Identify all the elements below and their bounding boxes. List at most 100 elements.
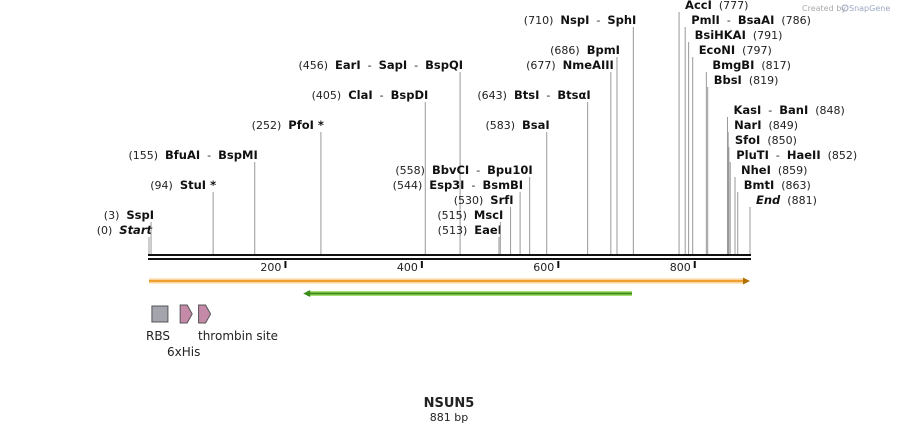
site-name: BfuAI [165,148,200,162]
site-position: (252) [252,119,282,132]
site-stui[interactable]: (94) StuI * [150,178,216,255]
site-position: (94) [150,179,173,192]
site-name: BsiHKAI [695,28,746,42]
site-position: (515) [437,209,467,222]
site-sspi[interactable]: (3) SspI [104,208,154,255]
site-position: (155) [128,149,158,162]
credit-prefix: Created by [802,4,846,13]
site-name: BmtI [744,178,775,192]
site-sfoi[interactable]: SfoI (850) [728,133,797,255]
site-name: EarI [335,58,361,72]
orf-arrow[interactable] [149,277,750,285]
features: RBS 6xHis thrombin site [146,277,750,359]
site-position: (3) [104,209,120,222]
site-position: (850) [767,134,797,147]
site-separator: - [727,14,731,27]
feature-thrombin[interactable]: thrombin site [198,304,278,343]
site-eaei[interactable]: (513) EaeI [438,223,502,255]
restriction-sites: (0) Start(3) SspI(94) StuI *(155) BfuAI - BspM… [97,0,857,255]
site-name: BtsαI [557,88,590,102]
ruler: 200 400 600 800 [260,261,696,274]
site-separator: - [380,89,384,102]
site-name: Esp3I [429,178,464,192]
site-name: SfoI [735,133,760,147]
site-name: SphI [607,13,636,27]
ruler-tick-label: 200 [260,261,281,274]
site-name: SapI [379,58,408,72]
site-name: BbsI [714,73,742,87]
feature-his[interactable]: 6xHis [167,304,200,359]
ruler-tick-label: 800 [670,261,691,274]
green-feature-arrow[interactable] [303,290,632,297]
feature-label: RBS [146,329,170,343]
site-btsi[interactable]: (643) BtsI - BtsαI [477,88,591,255]
site-name: NmeAIII [563,58,614,72]
site-srfi[interactable]: (530) SrfI [454,193,514,255]
site-position: (797) [742,44,772,57]
orf-arrowhead [743,277,750,285]
site-name: BtsI [514,88,539,102]
site-position: (791) [753,29,783,42]
site-bfuai[interactable]: (155) BfuAI - BspMI [128,148,258,255]
site-position: (513) [438,224,468,237]
site-bpmi[interactable]: (686) BpmI [550,43,620,255]
site-bmti[interactable]: BmtI (863) [737,178,811,255]
site-separator: - [207,149,211,162]
site-nari[interactable]: NarI (849) [727,118,798,255]
site-econi[interactable]: EcoNI (797) [692,43,772,255]
site-separator: - [414,59,418,72]
site-pfoi[interactable]: (252) PfoI * [252,118,324,255]
site-position: (405) [312,89,342,102]
site-position: (456) [298,59,328,72]
site-position: (710) [524,14,554,27]
site-bsihkai[interactable]: BsiHKAI (791) [688,28,783,255]
site-position: (881) [787,194,817,207]
site-kasi[interactable]: KasI - BanI (848) [726,103,845,255]
site-name: BspDI [391,88,429,102]
site-name: MscI [474,208,503,222]
snapgene-logo: SnapGene [849,4,890,13]
feature-rbs[interactable]: RBS [146,305,170,343]
site-name: BsmBI [482,178,523,192]
site-name: Start [119,223,152,237]
site-pmli[interactable]: PmlI - BsaAI (786) [684,13,811,255]
site-position: (786) [781,14,811,27]
site-position: (677) [526,59,556,72]
site-eari[interactable]: (456) EarI - SapI - BspQI [298,58,463,255]
site-position: (530) [454,194,484,207]
site-separator: - [476,164,480,177]
site-bbsi[interactable]: BbsI (819) [707,73,779,255]
site-name: BmgBI [712,58,754,72]
site-name: EcoNI [699,43,735,57]
site-pluti[interactable]: PluTI - HaeII (852) [729,148,857,255]
site-name: NspI [560,13,589,27]
site-nmeaiii[interactable]: (677) NmeAIII [526,58,614,255]
site-position: (544) [393,179,423,192]
snapgene-icon [841,4,849,12]
site-msci[interactable]: (515) MscI [437,208,503,255]
green-feature-arrowhead [303,290,311,297]
site-name: SrfI [490,193,513,207]
site-name: ClaI [348,88,372,102]
site-name: HaeII [787,148,821,162]
site-end[interactable]: End (881) [749,193,817,255]
feature-label: 6xHis [167,345,200,359]
site-start[interactable]: (0) Start [97,223,153,255]
site-position: (817) [761,59,791,72]
site-name: BpmI [587,43,620,57]
feature-box [151,305,169,323]
site-bbvci[interactable]: (558) BbvCI - Bpu10I [395,163,533,255]
site-esp3i[interactable]: (544) Esp3I - BsmBI [393,178,523,255]
site-clai[interactable]: (405) ClaI - BspDI [312,88,429,255]
site-bmgbi[interactable]: BmgBI (817) [705,58,791,255]
site-name: BsaI [522,118,550,132]
site-nspi[interactable]: (710) NspI - SphI [524,13,637,255]
ruler-tick-label: 400 [397,261,418,274]
site-name: BbvCI [432,163,469,177]
feature-arrow [198,304,212,324]
site-bsai[interactable]: (583) BsaI [485,118,550,255]
site-acci[interactable]: AccI (777) [678,0,748,255]
site-position: (583) [485,119,515,132]
site-nhei[interactable]: NheI (859) [734,163,807,255]
